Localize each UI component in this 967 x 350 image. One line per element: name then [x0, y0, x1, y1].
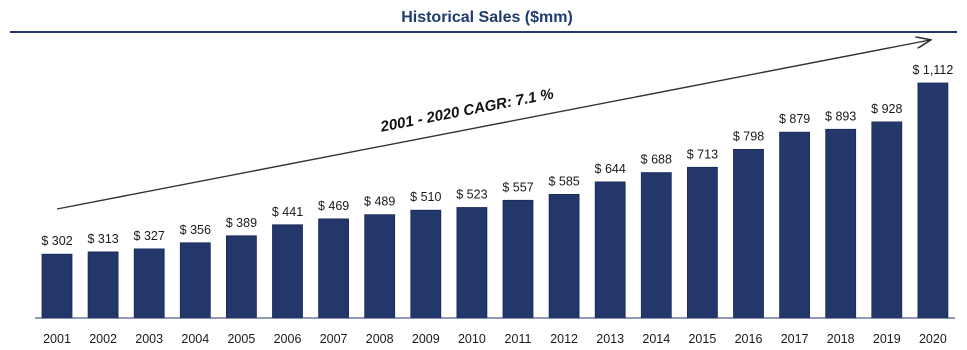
- x-tick-label: 2012: [550, 332, 578, 346]
- bar-2018: [825, 128, 857, 319]
- x-tick-label: 2017: [781, 332, 809, 346]
- bar-2020: [917, 82, 949, 319]
- bar-2002: [87, 251, 119, 319]
- x-tick-label: 2014: [642, 332, 670, 346]
- bar-2005: [225, 235, 257, 319]
- x-tick-label: 2018: [827, 332, 855, 346]
- bar-value-label: $ 389: [226, 216, 257, 230]
- bar-value-label: $ 327: [134, 229, 165, 243]
- cagr-annotation: 2001 - 2020 CAGR: 7.1 %: [378, 85, 555, 135]
- bar-value-label: $ 644: [595, 162, 626, 176]
- bar-value-label: $ 688: [641, 153, 672, 167]
- x-tick-label: 2007: [320, 332, 348, 346]
- bar-2017: [779, 131, 810, 319]
- bar-2008: [364, 214, 396, 319]
- bar-2015: [687, 166, 718, 319]
- bar-2004: [179, 242, 211, 319]
- bar-value-label: $ 489: [364, 195, 395, 209]
- bar-2016: [733, 148, 764, 319]
- bar-2001: [41, 253, 73, 319]
- bar-2014: [640, 172, 672, 319]
- x-tick-label: 2016: [735, 332, 763, 346]
- bar-2011: [502, 199, 534, 319]
- x-tick-label: 2011: [505, 332, 532, 346]
- bars-group: $ 302 2001 $ 313 2002 $ 327 2003 $ 356 2004 $ 38…: [41, 63, 953, 346]
- x-tick-label: 2005: [227, 332, 255, 346]
- bar-value-label: $ 713: [687, 147, 718, 161]
- chart-title: Historical Sales ($mm): [401, 9, 573, 26]
- x-tick-label: 2009: [412, 332, 440, 346]
- bar-2019: [871, 121, 903, 319]
- x-tick-label: 2001: [43, 332, 71, 346]
- bar-2012: [548, 193, 580, 319]
- x-tick-label: 2020: [919, 332, 947, 346]
- bar-value-label: $ 557: [502, 180, 533, 194]
- bar-2003: [133, 248, 165, 319]
- x-tick-label: 2019: [873, 332, 901, 346]
- bar-value-label: $ 313: [87, 232, 118, 246]
- x-tick-label: 2006: [274, 332, 302, 346]
- bar-value-label: $ 469: [318, 199, 349, 213]
- x-tick-label: 2008: [366, 332, 394, 346]
- x-tick-label: 2004: [181, 332, 209, 346]
- bar-value-label: $ 879: [779, 112, 810, 126]
- x-tick-label: 2013: [596, 332, 624, 346]
- bar-2013: [594, 181, 626, 319]
- bar-2007: [318, 218, 350, 319]
- cagr-arrow: [56, 40, 930, 210]
- bar-value-label: $ 441: [272, 205, 303, 219]
- x-tick-label: 2010: [458, 332, 486, 346]
- bar-value-label: $ 523: [456, 188, 487, 202]
- bar-value-label: $ 928: [871, 102, 902, 116]
- bar-value-label: $ 1,112: [913, 63, 954, 77]
- bar-2006: [272, 224, 303, 319]
- bar-value-label: $ 356: [180, 223, 211, 237]
- x-tick-label: 2015: [688, 332, 716, 346]
- bar-value-label: $ 510: [410, 190, 441, 204]
- x-tick-label: 2003: [135, 332, 163, 346]
- bar-value-label: $ 893: [825, 109, 856, 123]
- bar-value-label: $ 585: [548, 174, 579, 188]
- x-tick-label: 2002: [89, 332, 117, 346]
- bar-value-label: $ 798: [733, 129, 764, 143]
- bar-value-label: $ 302: [41, 234, 72, 248]
- bar-2010: [456, 207, 488, 319]
- bar-2009: [410, 209, 442, 319]
